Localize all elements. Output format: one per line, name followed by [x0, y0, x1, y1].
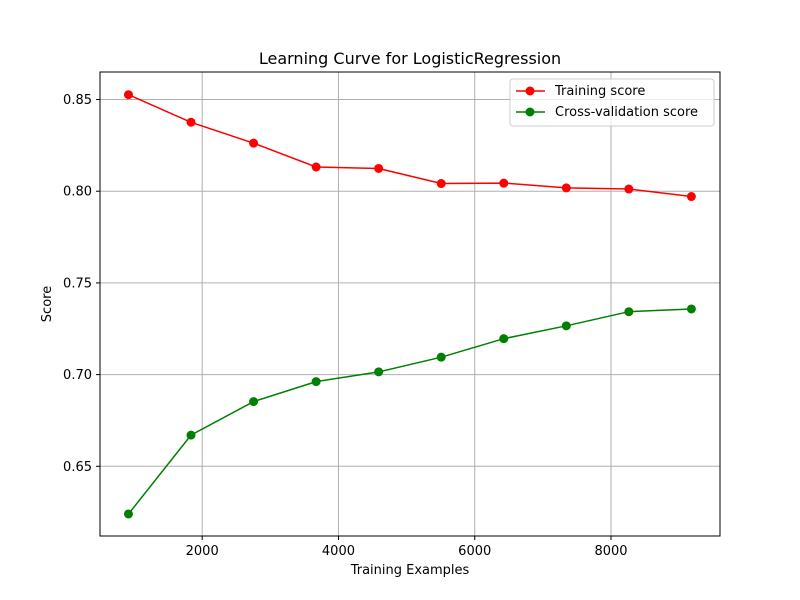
- training-score-point: [374, 163, 384, 173]
- cv-score-point: [186, 430, 196, 440]
- cv-score-point: [686, 304, 696, 314]
- training-score-point: [436, 179, 446, 189]
- y-tick-label: 0.75: [63, 276, 92, 291]
- y-tick-label: 0.70: [63, 368, 92, 383]
- cv-score-point: [624, 307, 634, 317]
- training-score-point: [499, 178, 509, 188]
- training-score-point: [311, 162, 321, 172]
- cv-score-point: [249, 397, 259, 407]
- training-score-line: [128, 94, 692, 198]
- x-tick-label: 2000: [186, 544, 219, 559]
- y-axis-label: Score: [40, 286, 55, 322]
- y-tick-label: 0.80: [63, 185, 92, 200]
- training-score-point: [123, 90, 133, 100]
- cv-score-point: [123, 509, 133, 519]
- x-axis-label: Training Examples: [350, 563, 470, 578]
- x-tick-label: 6000: [458, 544, 491, 559]
- cv-score-point: [436, 352, 446, 362]
- training-score-point: [249, 138, 259, 148]
- legend-training-marker: [525, 86, 535, 96]
- cv-score-point: [374, 367, 384, 377]
- cv-score-point: [561, 321, 571, 331]
- training-score-point: [686, 192, 696, 202]
- cv-score-point: [499, 334, 509, 344]
- cv-score-point: [311, 377, 321, 387]
- y-tick-label: 0.65: [63, 460, 92, 475]
- training-score-point: [186, 117, 196, 127]
- legend: Training score Cross-validation score: [509, 78, 715, 127]
- legend-cv-marker: [525, 107, 535, 117]
- plot-frame: [99, 71, 721, 537]
- legend-box: [509, 78, 715, 127]
- y-tick-label: 0.85: [63, 93, 92, 108]
- cv-score-line: [127, 308, 692, 515]
- series-layer: [123, 90, 696, 519]
- plot-area-background: [100, 72, 720, 536]
- x-tick-label: 8000: [594, 544, 627, 559]
- training-score-point: [624, 184, 634, 194]
- x-tick-label: 4000: [322, 544, 355, 559]
- training-score-point: [561, 183, 571, 193]
- ticks-layer: 2000 4000 6000 8000 0.65 0.70 0.75 0.80 0.85: [63, 93, 627, 559]
- legend-cv-label: Cross-validation score: [555, 105, 698, 120]
- legend-training-label: Training score: [554, 84, 645, 99]
- chart-title: Learning Curve for LogisticRegression: [259, 49, 561, 68]
